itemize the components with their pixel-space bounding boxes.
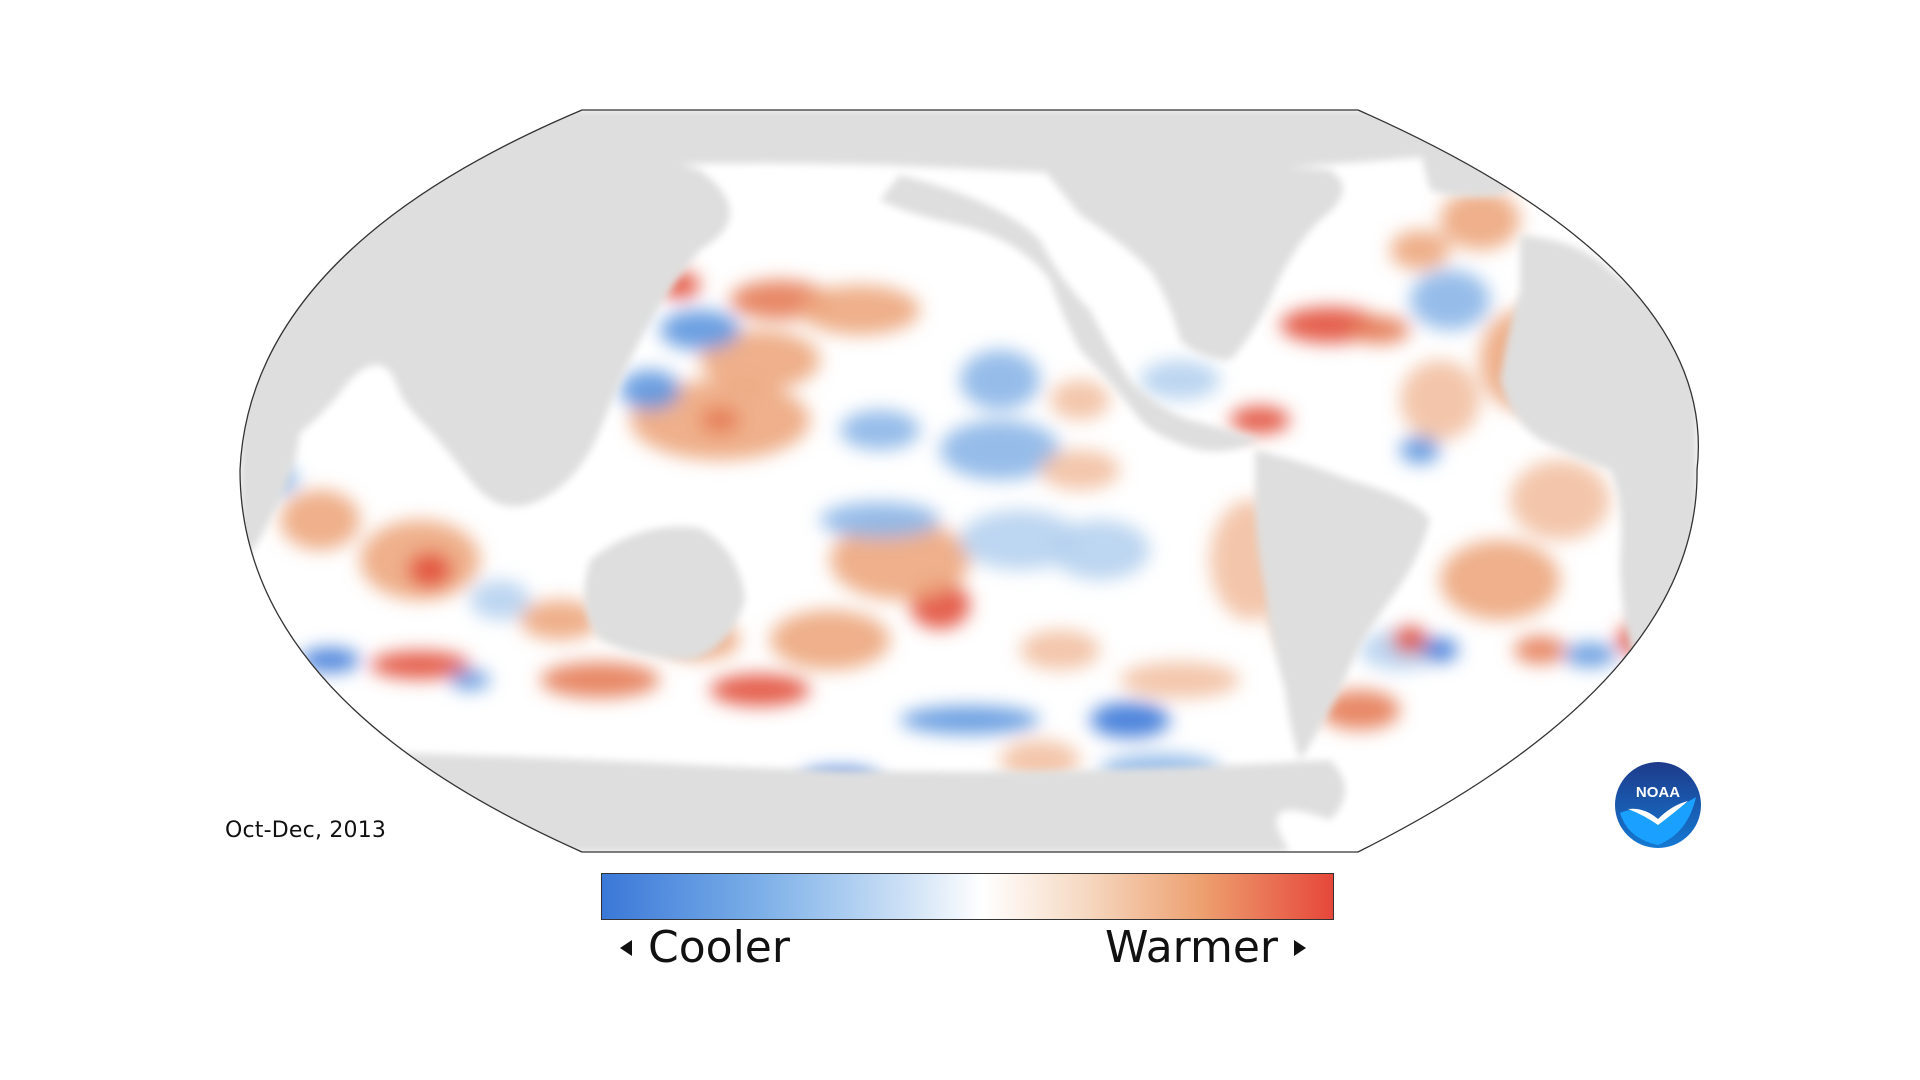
warm-anomaly-patch (1120, 662, 1240, 698)
land-antarctica (300, 750, 1345, 852)
arrow-left-icon (620, 939, 632, 956)
warm-anomaly-patch (1400, 360, 1480, 440)
warm-anomaly-patch (830, 520, 970, 600)
noaa-logo-text: NOAA (1636, 784, 1680, 801)
cool-anomaly-patch (820, 502, 940, 538)
land-australia (584, 526, 745, 660)
warm-anomaly-patch (1020, 630, 1100, 670)
land-africa-west (240, 382, 301, 560)
warm-anomaly-patch (1050, 380, 1110, 420)
warmer-label: Warmer (1105, 922, 1278, 973)
warm-anomaly-patch (700, 406, 740, 434)
cool-anomaly-patch (1422, 638, 1458, 662)
warm-anomaly-patch (770, 610, 890, 670)
cool-anomaly-patch (660, 310, 740, 350)
warm-anomaly-patch (710, 674, 810, 706)
warm-anomaly-patch (280, 490, 360, 550)
warm-anomaly-patch (700, 330, 820, 390)
warm-anomaly-patch (1000, 740, 1080, 780)
cool-anomaly-patch (960, 350, 1040, 410)
cooler-label-group: Cooler (620, 922, 790, 973)
land-europe-africa (1500, 235, 1697, 654)
cool-anomaly-patch (450, 670, 490, 690)
land-greenland (1420, 150, 1523, 197)
warm-anomaly-patch (370, 651, 470, 679)
anomaly-layer (262, 190, 1664, 792)
warmer-label-group: Warmer (1105, 922, 1306, 973)
warm-anomaly-patch (1510, 460, 1610, 540)
warm-anomaly-patch (1320, 690, 1400, 730)
cool-anomaly-patch (1410, 270, 1490, 330)
cool-anomaly-patch (1090, 702, 1170, 738)
warm-anomaly-patch (1440, 540, 1560, 620)
cool-anomaly-patch (960, 510, 1080, 570)
warm-anomaly-patch (1390, 230, 1450, 270)
warm-anomaly-patch (540, 662, 660, 698)
cool-anomaly-patch (840, 410, 920, 450)
noaa-logo-icon: NOAA (1615, 762, 1701, 848)
map-outline (239, 109, 1699, 853)
cool-anomaly-patch (300, 648, 360, 672)
cool-anomaly-patch (1050, 520, 1150, 580)
cool-anomaly-patch (1140, 360, 1220, 400)
warm-anomaly-patch (1392, 626, 1428, 654)
warm-anomaly-patch (1350, 316, 1410, 344)
warm-anomaly-patch (408, 552, 452, 588)
color-scale-bar (601, 873, 1334, 920)
warm-anomaly-patch (1230, 406, 1290, 434)
land-south-america (1255, 450, 1430, 760)
cooler-label: Cooler (648, 922, 790, 973)
warm-anomaly-patch (1514, 636, 1566, 664)
land-arctic (450, 110, 1500, 175)
land-layer (240, 110, 1697, 852)
arrow-right-icon (1294, 939, 1306, 956)
cool-anomaly-patch (900, 706, 1040, 734)
cool-anomaly-patch (620, 370, 680, 410)
land-north-america (880, 163, 1343, 452)
period-label: Oct-Dec, 2013 (225, 818, 387, 843)
warm-anomaly-patch (520, 600, 600, 640)
cool-anomaly-patch (470, 580, 530, 620)
warm-anomaly-patch (1040, 450, 1120, 490)
cool-anomaly-patch (940, 420, 1060, 480)
cool-anomaly-patch (1564, 643, 1616, 667)
warm-anomaly-patch (1440, 190, 1520, 250)
warm-anomaly-patch (800, 285, 920, 335)
cool-anomaly-patch (1400, 436, 1440, 464)
